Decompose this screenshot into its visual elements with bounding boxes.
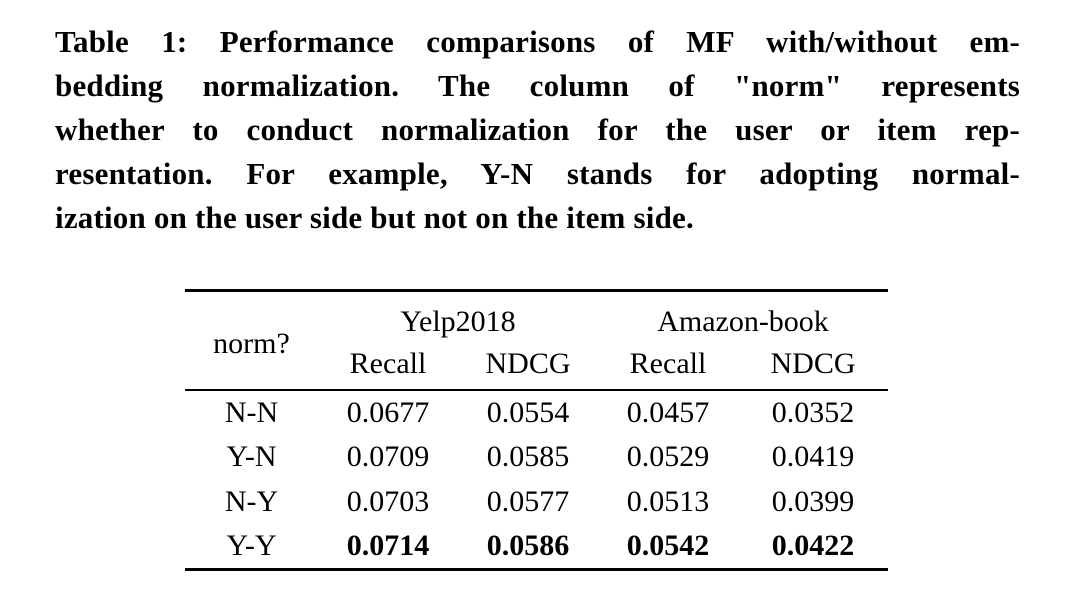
metric-value: 0.0542 — [626, 529, 710, 563]
caption-line: resentation. For example, Y-N stands for… — [55, 156, 1020, 191]
row-label: N-N — [224, 395, 279, 429]
metric-value: 0.0586 — [486, 529, 570, 563]
row-label: N-Y — [224, 485, 279, 518]
metric-value: 0.0422 — [771, 529, 855, 563]
metric-value: 0.0585 — [486, 440, 570, 473]
caption-line: Table 1: Performance comparisons of MF w… — [55, 24, 1020, 59]
table-header: norm? Yelp2018 Amazon-book Recall NDCG R… — [185, 291, 888, 390]
metric-value: 0.0554 — [486, 395, 570, 429]
dataset-group-row: norm? Yelp2018 Amazon-book — [185, 291, 888, 360]
row-label: Y-Y — [226, 529, 277, 563]
results-table: norm? Yelp2018 Amazon-book Recall NDCG R… — [185, 289, 888, 571]
table-body: N-N 0.0677 0.0554 0.0457 0.0352 Y-N 0.07… — [185, 390, 888, 570]
metric-header-recall: Recall — [629, 346, 707, 380]
metric-header-ndcg: NDCG — [770, 346, 856, 380]
dataset-header-yelp2018: Yelp2018 — [400, 304, 516, 338]
metric-value: 0.0529 — [626, 440, 710, 473]
metric-value: 0.0577 — [486, 485, 570, 518]
metric-value: 0.0399 — [771, 485, 855, 518]
dataset-header-amazon-book: Amazon-book — [657, 304, 829, 338]
metric-value: 0.0352 — [771, 395, 855, 429]
table-row: N-N 0.0677 0.0554 0.0457 0.0352 — [185, 390, 888, 435]
metric-value: 0.0709 — [346, 440, 430, 473]
metric-value: 0.0703 — [346, 485, 430, 518]
table-row: Y-N 0.0709 0.0585 0.0529 0.0419 — [185, 435, 888, 480]
metric-header-recall: Recall — [349, 346, 427, 380]
metric-value: 0.0419 — [771, 440, 855, 473]
caption-line: whether to conduct normalization for the… — [55, 112, 1020, 147]
table-row: N-Y 0.0703 0.0577 0.0513 0.0399 — [185, 480, 888, 525]
row-label: Y-N — [226, 440, 277, 473]
caption-line: bedding normalization. The column of "no… — [55, 68, 1020, 103]
caption-line: ization on the user side but not on the … — [55, 200, 694, 235]
norm-column-header: norm? — [213, 327, 290, 361]
metric-header-row: Recall NDCG Recall NDCG — [185, 339, 888, 390]
metric-value: 0.0714 — [346, 529, 430, 563]
table-row: Y-Y 0.0714 0.0586 0.0542 0.0422 — [185, 525, 888, 570]
metric-value: 0.0457 — [626, 395, 710, 429]
metric-value: 0.0677 — [346, 395, 430, 429]
table-caption: Table 1: Performance comparisons of MF w… — [55, 20, 1020, 240]
metric-value: 0.0513 — [626, 485, 710, 518]
metric-header-ndcg: NDCG — [485, 346, 571, 380]
